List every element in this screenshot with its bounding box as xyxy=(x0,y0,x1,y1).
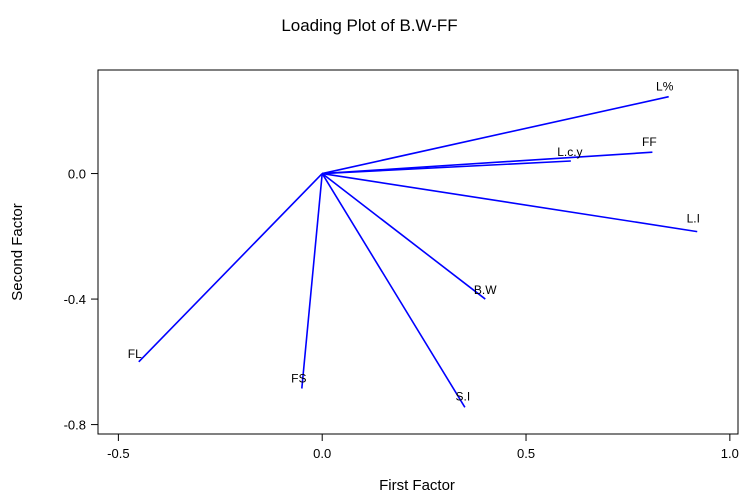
loading-vector xyxy=(321,172,486,300)
loading-label: S.I xyxy=(456,389,471,403)
loading-label: L.I xyxy=(687,212,700,226)
loading-vector xyxy=(322,172,698,233)
loading-label: L% xyxy=(656,80,674,94)
plot-frame xyxy=(97,69,739,435)
x-tick-label: 0.0 xyxy=(313,446,331,461)
x-tick-label: -0.5 xyxy=(107,446,129,461)
x-tick-label: 1.0 xyxy=(721,446,739,461)
y-tick-label: -0.8 xyxy=(64,418,86,433)
x-axis-ticks: -0.5 0.0 0.5 1.0 xyxy=(107,434,739,461)
loading-vector xyxy=(138,172,323,363)
loading-label: FF xyxy=(642,135,657,149)
loading-label: B.W xyxy=(474,283,497,297)
y-tick-label: -0.4 xyxy=(64,292,86,307)
x-tick-label: 0.5 xyxy=(517,446,535,461)
loading-vectors xyxy=(138,95,698,408)
loading-vector xyxy=(322,160,571,175)
loading-vector xyxy=(321,173,466,408)
y-axis-ticks: 0.0 -0.4 -0.8 xyxy=(64,167,98,433)
loading-vector xyxy=(322,95,669,175)
y-axis-label: Second Factor xyxy=(9,203,26,301)
loading-vector xyxy=(301,173,324,389)
loading-label: FS xyxy=(291,372,306,386)
y-tick-label: 0.0 xyxy=(68,167,86,182)
x-axis-label: First Factor xyxy=(379,477,455,494)
chart-title: Loading Plot of B.W-FF xyxy=(281,16,458,35)
loading-labels: L% FF L.c.y L.I B.W S.I FS FL xyxy=(128,80,700,404)
loading-label: FL xyxy=(128,347,142,361)
loading-label: L.c.y xyxy=(557,145,582,159)
